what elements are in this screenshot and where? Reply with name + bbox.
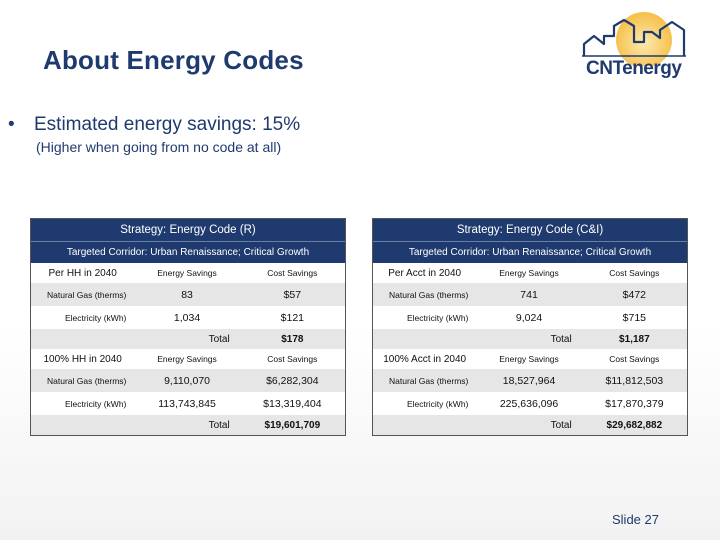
total-value: $178 [281,333,304,345]
col-cost-header: Cost Savings [609,268,660,278]
row-name: Natural Gas (therms) [389,375,469,386]
cost-value: $11,812,503 [605,374,664,387]
total-label: Total [208,333,230,345]
energy-value: 225,636,096 [499,397,559,410]
cost-value: $6,282,304 [266,374,319,387]
row-name: Electricity (kWh) [406,398,469,409]
cost-value: $472 [622,288,647,301]
bullet-dot: • [8,114,15,135]
cost-value: $57 [283,288,302,301]
bullet-sub-text: (Higher when going from no code at all) [36,139,282,155]
col-energy-header: Energy Savings [499,268,559,278]
panel-corridor: Targeted Corridor: Urban Renaissance; Cr… [31,241,345,263]
row-name: Electricity (kWh) [406,312,469,323]
section-header: 100% Acct in 2040 Energy Savings Cost Sa… [373,349,687,369]
logo-wordmark: CNTenergy [586,58,682,79]
residential-panel: Strategy: Energy Code (R) Targeted Corri… [30,218,346,436]
total-row: Total $178 [31,329,345,349]
table-row: Electricity (kWh) 113,743,845 $13,319,40… [31,392,345,415]
total-label: Total [550,333,572,345]
col-cost-header: Cost Savings [609,354,660,364]
total-value: $29,682,882 [606,419,663,431]
table-row: Electricity (kWh) 225,636,096 $17,870,37… [373,392,687,415]
cost-value: $121 [280,311,305,324]
col-energy-header: Energy Savings [157,268,217,278]
energy-value: 9,024 [515,311,543,324]
section-header: 100% HH in 2040 Energy Savings Cost Savi… [31,349,345,369]
commercial-panel: Strategy: Energy Code (C&I) Targeted Cor… [372,218,688,436]
section-header: Per HH in 2040 Energy Savings Cost Savin… [31,263,345,283]
cost-value: $13,319,404 [263,397,322,410]
slide-number: Slide 27 [612,512,659,527]
section-header: Per Acct in 2040 Energy Savings Cost Sav… [373,263,687,283]
table-row: Natural Gas (therms) 741 $472 [373,283,687,306]
energy-value: 741 [520,288,538,301]
total-value: $1,187 [619,333,650,345]
total-row: Total $1,187 [373,329,687,349]
section-label: Per HH in 2040 [48,267,117,279]
row-name: Natural Gas (therms) [47,289,127,300]
slide-title: About Energy Codes [43,45,304,75]
cost-value: $715 [622,311,647,324]
table-row: Natural Gas (therms) 9,110,070 $6,282,30… [31,369,345,392]
energy-value: 18,527,964 [502,374,556,387]
row-name: Natural Gas (therms) [47,375,127,386]
energy-value: 1,034 [173,311,201,324]
panel-header: Strategy: Energy Code (R) Targeted Corri… [31,219,345,263]
table-row: Natural Gas (therms) 83 $57 [31,283,345,306]
panel-strategy: Strategy: Energy Code (C&I) [456,224,604,236]
energy-value: 83 [181,288,193,301]
total-row: Total $29,682,882 [373,415,687,435]
cnt-energy-logo: CNTenergy [580,6,688,80]
panel-corridor: Targeted Corridor: Urban Renaissance; Cr… [373,241,687,263]
col-cost-header: Cost Savings [267,268,318,278]
total-value: $19,601,709 [264,419,321,431]
section-label: 100% Acct in 2040 [383,353,467,365]
section-label: Per Acct in 2040 [388,267,462,279]
col-cost-header: Cost Savings [267,354,318,364]
panel-header: Strategy: Energy Code (C&I) Targeted Cor… [373,219,687,263]
col-energy-header: Energy Savings [157,354,217,364]
total-label: Total [550,419,572,431]
table-row: Electricity (kWh) 9,024 $715 [373,306,687,329]
total-row: Total $19,601,709 [31,415,345,435]
sun-skyline-icon [582,12,686,66]
total-label: Total [208,419,230,431]
col-energy-header: Energy Savings [499,354,559,364]
energy-value: 113,743,845 [158,397,216,410]
row-name: Electricity (kWh) [64,312,127,323]
energy-value: 9,110,070 [164,374,210,387]
table-row: Natural Gas (therms) 18,527,964 $11,812,… [373,369,687,392]
section-label: 100% HH in 2040 [43,353,122,365]
cost-value: $17,870,379 [605,397,664,410]
table-row: Electricity (kWh) 1,034 $121 [31,306,345,329]
row-name: Electricity (kWh) [64,398,127,409]
row-name: Natural Gas (therms) [389,289,469,300]
panel-strategy: Strategy: Energy Code (R) [120,224,256,236]
bullet-main-text: Estimated energy savings: 15% [34,114,301,135]
